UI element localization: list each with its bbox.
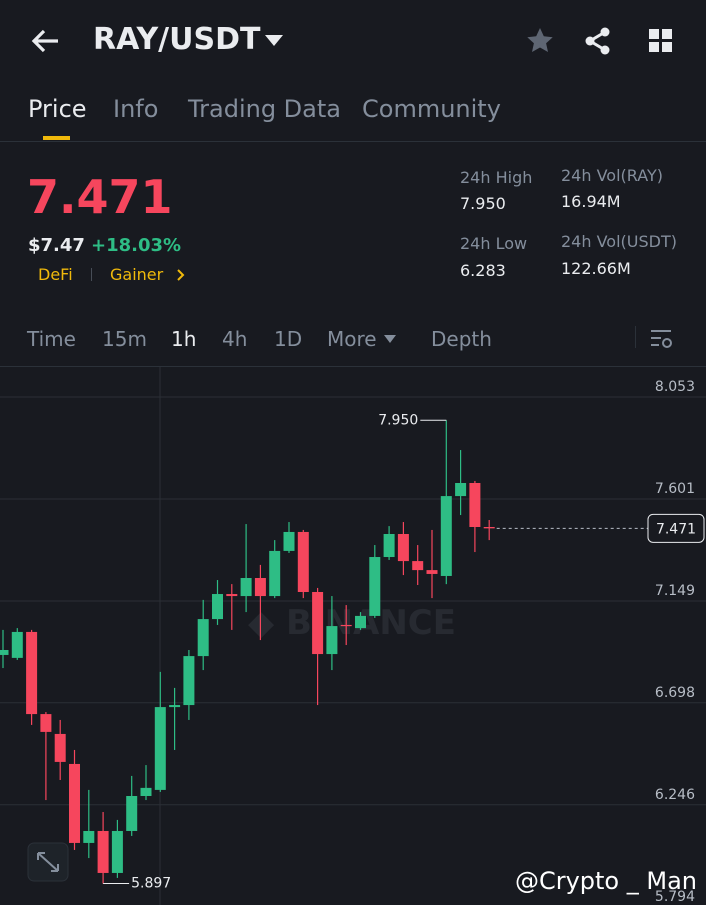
chart-settings-icon[interactable] xyxy=(650,328,674,350)
last-price-box xyxy=(647,513,705,543)
tab[interactable]: Info xyxy=(113,95,159,123)
interval[interactable]: 4h xyxy=(222,327,248,351)
stat-value: 7.950 xyxy=(460,194,506,213)
candle-body xyxy=(212,594,223,620)
tag[interactable]: DeFi xyxy=(38,265,73,284)
candle-body xyxy=(254,578,266,597)
candle-body xyxy=(197,619,209,657)
high-marker-label: 7.950 xyxy=(378,412,418,428)
candle-body xyxy=(483,527,495,529)
candle-body xyxy=(369,557,381,616)
pair-title[interactable]: RAY/USDT xyxy=(93,22,261,57)
stat-label: 24h High xyxy=(460,168,533,187)
candle-body xyxy=(283,531,295,551)
interval[interactable]: Depth xyxy=(431,327,492,351)
interval[interactable]: 15m xyxy=(102,327,147,351)
low-marker-label: 5.897 xyxy=(131,876,171,892)
expand-icon xyxy=(37,852,59,872)
usd-price: $7.47 xyxy=(28,235,85,256)
tag[interactable]: Gainer xyxy=(110,265,164,284)
more-caret xyxy=(384,335,396,343)
tab-indicator xyxy=(43,136,70,140)
y-tick-label: 6.246 xyxy=(655,787,695,803)
tab[interactable]: Community xyxy=(362,95,501,123)
interval[interactable]: 1D xyxy=(274,327,303,351)
candle-body xyxy=(326,626,338,655)
candle-body xyxy=(426,570,438,574)
interval[interactable]: More xyxy=(327,327,377,351)
tab[interactable]: Price xyxy=(28,95,87,123)
favorite-icon[interactable] xyxy=(526,27,554,54)
candle-body xyxy=(412,561,424,571)
y-tick-label: 5.794 xyxy=(655,889,695,905)
stat-label: 24h Vol(RAY) xyxy=(561,166,663,185)
exchange-watermark: ◆ BINANCE xyxy=(248,603,456,643)
watermark: @Crypto _ Man xyxy=(515,867,697,895)
candle-body xyxy=(340,624,352,627)
candle-body xyxy=(26,631,38,715)
pair-dropdown[interactable] xyxy=(264,34,284,48)
candle-body xyxy=(297,531,309,592)
candle-body xyxy=(355,615,366,629)
candle-body xyxy=(383,533,395,558)
candle-body xyxy=(455,482,467,497)
divider xyxy=(0,141,706,142)
grid-menu-icon[interactable] xyxy=(649,29,673,53)
candle-body xyxy=(469,482,481,528)
y-tick-label: 8.053 xyxy=(655,379,695,395)
stat-value: 16.94M xyxy=(561,192,621,211)
y-tick-label: 7.149 xyxy=(655,583,695,599)
back-button[interactable] xyxy=(30,28,62,54)
share-icon[interactable] xyxy=(584,27,612,55)
candle-body xyxy=(226,594,238,597)
candle-body xyxy=(126,796,138,831)
divider xyxy=(0,366,706,367)
candle-body xyxy=(83,830,95,843)
candle-body xyxy=(11,631,23,658)
candle-body xyxy=(183,656,195,706)
candle-body xyxy=(69,763,80,843)
stat-value: 122.66M xyxy=(561,259,631,278)
candle-body xyxy=(397,533,409,562)
divider xyxy=(635,326,636,348)
candle-body xyxy=(312,591,324,655)
candle-body xyxy=(440,496,452,576)
interval[interactable]: Time xyxy=(27,327,76,351)
candle-body xyxy=(140,787,152,797)
chart-marks: 8.053 7.601 7.149 6.698 6.246 5.794 7.950 5.897… xyxy=(0,379,706,905)
y-tick-label: 7.601 xyxy=(655,481,695,497)
stat-label: 24h Vol(USDT) xyxy=(561,232,677,251)
last-price-label: 7.471 xyxy=(656,521,696,537)
candle-body xyxy=(0,649,9,655)
candle-body xyxy=(54,733,66,762)
y-tick-label: 6.698 xyxy=(655,685,695,701)
candle-body xyxy=(240,578,252,597)
candle-body xyxy=(169,705,181,708)
candle-body xyxy=(40,714,52,732)
candle-body xyxy=(154,707,166,790)
stat-label: 24h Low xyxy=(460,234,528,253)
last-price: 7.471 xyxy=(27,170,173,224)
interval[interactable]: 1h xyxy=(171,327,197,351)
candle-body xyxy=(97,830,109,873)
candle-body xyxy=(269,550,281,597)
candle-body xyxy=(111,830,123,873)
price-change: +18.03% xyxy=(91,235,182,256)
tag-chevron xyxy=(177,269,185,281)
tab[interactable]: Trading Data xyxy=(188,95,341,123)
tag-separator xyxy=(91,268,92,281)
stat-value: 6.283 xyxy=(460,261,506,280)
